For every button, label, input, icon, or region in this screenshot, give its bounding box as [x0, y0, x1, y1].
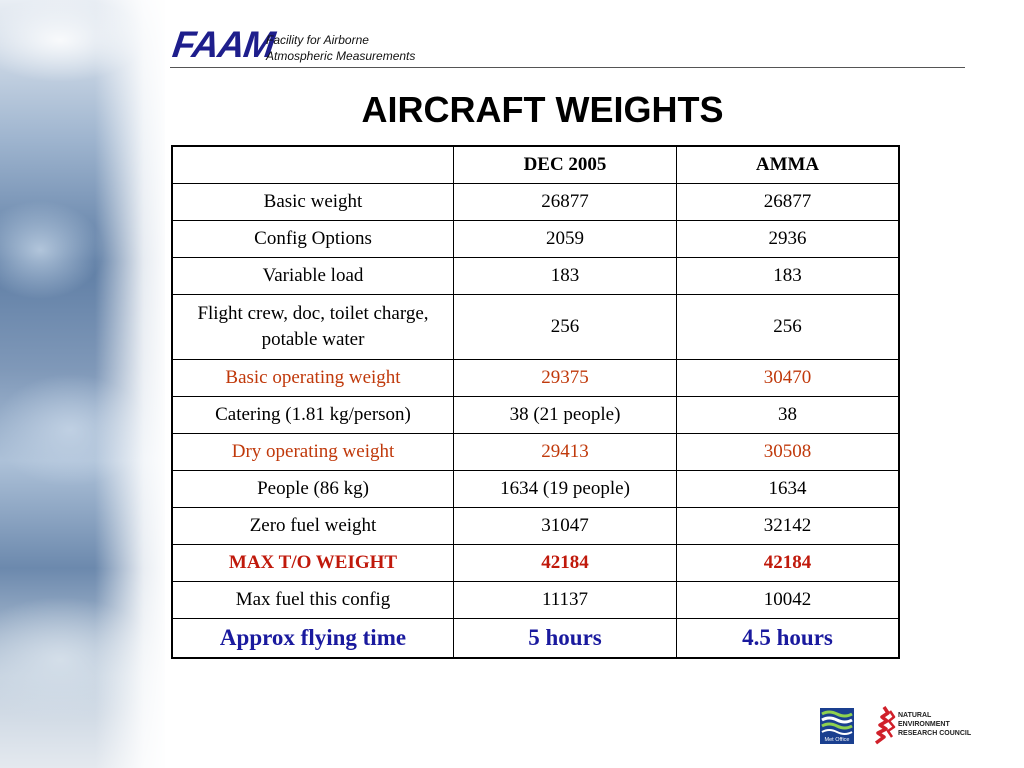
aircraft-weights-table: DEC 2005 AMMA Basic weight 26877 26877 C… [171, 145, 900, 659]
table-row: Flight crew, doc, toilet charge, potable… [171, 294, 900, 360]
amma-value: 10042 [676, 581, 900, 619]
dec-2005-value: 29375 [453, 359, 677, 397]
row-label: Variable load [171, 257, 454, 295]
table-row: People (86 kg) 1634 (19 people) 1634 [171, 470, 900, 508]
nerc-line-2: ENVIRONMENT [898, 721, 950, 728]
tagline-line-1: Facility for Airborne [266, 33, 369, 47]
amma-value: 1634 [676, 470, 900, 508]
row-label: Catering (1.81 kg/person) [171, 396, 454, 434]
table-row: Variable load 183 183 [171, 257, 900, 295]
header-cell-empty [171, 145, 454, 184]
row-label: MAX T/O WEIGHT [171, 544, 454, 582]
dec-2005-value: 2059 [453, 220, 677, 258]
row-label: Dry operating weight [171, 433, 454, 471]
dec-2005-value: 11137 [453, 581, 677, 619]
dec-2005-value: 5 hours [453, 618, 677, 659]
nerc-line-3: RESEARCH COUNCIL [898, 730, 972, 737]
table-row: Config Options 2059 2936 [171, 220, 900, 258]
dec-2005-value: 26877 [453, 183, 677, 221]
dec-2005-value: 31047 [453, 507, 677, 545]
dec-2005-value: 183 [453, 257, 677, 295]
amma-value: 183 [676, 257, 900, 295]
header-cell-dec-2005: DEC 2005 [453, 145, 677, 184]
dec-2005-value: 38 (21 people) [453, 396, 677, 434]
amma-value: 42184 [676, 544, 900, 582]
row-label: Zero fuel weight [171, 507, 454, 545]
amma-value: 26877 [676, 183, 900, 221]
row-label: Basic operating weight [171, 359, 454, 397]
header-divider [170, 67, 965, 68]
amma-value: 2936 [676, 220, 900, 258]
page-title: AIRCRAFT WEIGHTS [361, 89, 724, 130]
table-row: Catering (1.81 kg/person) 38 (21 people)… [171, 396, 900, 434]
table-header-row: DEC 2005 AMMA [171, 145, 900, 184]
table-row: Zero fuel weight 31047 32142 [171, 507, 900, 545]
row-label: People (86 kg) [171, 470, 454, 508]
amma-value: 256 [676, 294, 900, 360]
dec-2005-value: 42184 [453, 544, 677, 582]
table-row-flying-time: Approx flying time 5 hours 4.5 hours [171, 618, 900, 659]
nerc-wordmark: NATURAL ENVIRONMENT RESEARCH COUNCIL [898, 711, 978, 738]
amma-value: 30508 [676, 433, 900, 471]
amma-value: 32142 [676, 507, 900, 545]
row-label: Config Options [171, 220, 454, 258]
faam-logo: FAAM [170, 24, 277, 65]
header-cell-amma: AMMA [676, 145, 900, 184]
dec-2005-value: 256 [453, 294, 677, 360]
table-row-highlight: Basic operating weight 29375 30470 [171, 359, 900, 397]
nerc-line-1: NATURAL [898, 712, 932, 719]
met-office-label: Met Office [825, 737, 850, 743]
table-row: Basic weight 26877 26877 [171, 183, 900, 221]
row-label: Max fuel this config [171, 581, 454, 619]
dec-2005-value: 1634 (19 people) [453, 470, 677, 508]
amma-value: 38 [676, 396, 900, 434]
row-label: Basic weight [171, 183, 454, 221]
faam-tagline: Facility for Airborne Atmospheric Measur… [266, 32, 415, 64]
amma-value: 30470 [676, 359, 900, 397]
row-label: Flight crew, doc, toilet charge, potable… [171, 294, 454, 360]
sky-fade-overlay [95, 0, 170, 768]
table-row: Max fuel this config 11137 10042 [171, 581, 900, 619]
table-row-max-takeoff: MAX T/O WEIGHT 42184 42184 [171, 544, 900, 582]
table-row-highlight: Dry operating weight 29413 30508 [171, 433, 900, 471]
amma-value: 4.5 hours [676, 618, 900, 659]
tagline-line-2: Atmospheric Measurements [266, 49, 416, 63]
row-label: Approx flying time [171, 618, 454, 659]
met-office-logo: Met Office [820, 708, 854, 744]
nerc-logo-icon [874, 706, 896, 745]
dec-2005-value: 29413 [453, 433, 677, 471]
